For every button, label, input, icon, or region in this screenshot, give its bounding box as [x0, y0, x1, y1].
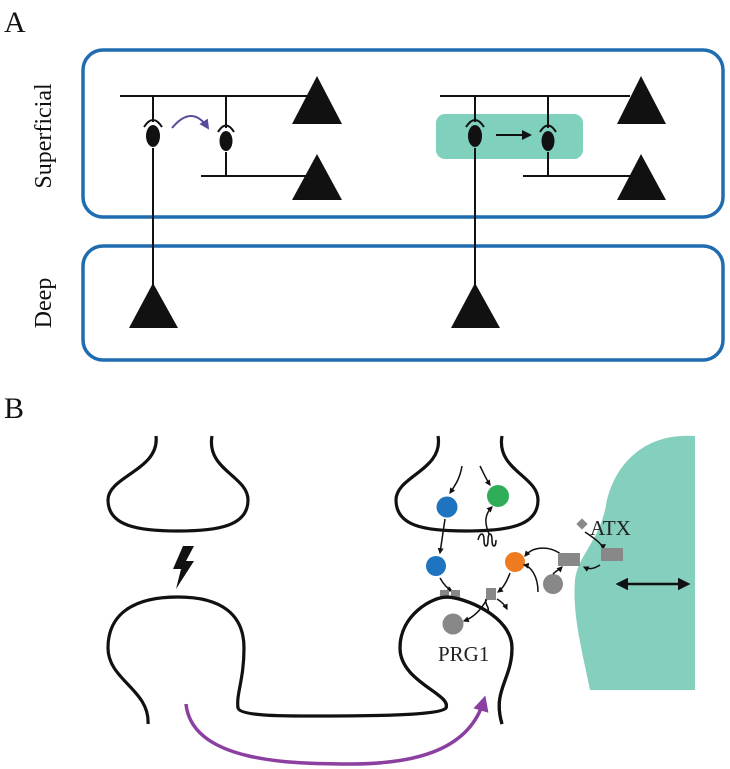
superficial-layer-box [81, 48, 725, 219]
left-circuit [120, 95, 312, 290]
pyramidal-neuron-4 [617, 154, 666, 200]
prg1-label: PRG1 [438, 642, 489, 666]
panel-a-letter: A [4, 6, 26, 39]
glial-cell [574, 435, 695, 690]
highlight-box [436, 114, 583, 159]
curved-arrow-a [171, 115, 210, 130]
transsynaptic-arrow [184, 695, 489, 766]
gray-molecule-2 [543, 574, 563, 594]
deep-layer-box [81, 244, 725, 362]
right-presynaptic-terminal [394, 435, 540, 533]
deep-pyramidal-neuron-right [451, 283, 500, 328]
atx-enzyme [558, 518, 623, 566]
reaction-arrows [437, 465, 606, 623]
pyramidal-neuron-1 [292, 76, 342, 124]
synapse-left-1 [143, 119, 163, 147]
blue-molecule-2 [426, 556, 446, 576]
panel-b-letter: B [4, 392, 24, 425]
deep-pyramidal-neuron-left [129, 283, 178, 328]
superficial-label: Superficial [31, 83, 57, 189]
gray-molecule-1 [442, 613, 464, 635]
blue-molecule-1 [436, 496, 458, 518]
orange-molecule [505, 552, 525, 572]
prg1-receptor [440, 588, 496, 613]
pyramidal-neuron-3 [617, 76, 666, 124]
membrane-channel [477, 533, 497, 547]
right-circuit [440, 95, 630, 290]
synapse-right-2 [539, 124, 557, 151]
atx-label: ATX [590, 516, 631, 540]
synapse-right-1 [465, 119, 485, 147]
right-postsynaptic-spine [398, 595, 514, 725]
synapse-left-2 [217, 124, 235, 151]
green-molecule [487, 485, 509, 507]
left-synapse [106, 435, 514, 725]
deep-label: Deep [31, 278, 57, 329]
pyramidal-neuron-2 [292, 154, 342, 200]
lightning-bolt-icon [173, 546, 194, 589]
